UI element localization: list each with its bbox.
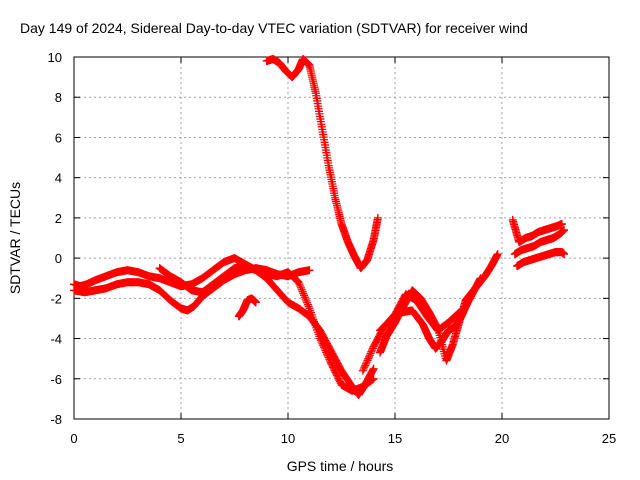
series-track-a <box>70 254 378 395</box>
data-point <box>363 356 372 365</box>
data-point <box>299 289 308 298</box>
x-tick-label: 0 <box>70 431 77 446</box>
data-point <box>296 283 305 292</box>
plot-frame <box>73 56 610 420</box>
data-point <box>367 347 376 356</box>
data-point <box>301 295 310 304</box>
y-tick-label: 2 <box>55 211 62 226</box>
series-track-h <box>376 250 502 365</box>
data-point <box>368 346 377 355</box>
series-track-d <box>262 55 382 273</box>
data-point <box>251 298 260 307</box>
chart-title: Day 149 of 2024, Sidereal Day-to-day VTE… <box>20 20 528 36</box>
y-tick-labels: -8 -6 -4 -2 0 2 4 6 8 10 <box>48 50 62 427</box>
data-points <box>70 55 569 399</box>
data-point <box>303 300 312 309</box>
data-point <box>359 365 368 374</box>
data-point <box>300 293 309 302</box>
y-tick-label: 0 <box>55 251 62 266</box>
data-point <box>557 219 566 228</box>
data-point <box>365 352 374 361</box>
y-tick-label: -8 <box>50 412 62 427</box>
data-point <box>364 354 373 363</box>
x-tick-label: 20 <box>495 431 509 446</box>
data-point <box>361 359 370 368</box>
x-tick-label: 5 <box>177 431 184 446</box>
data-point <box>296 281 305 290</box>
x-tick-label: 10 <box>281 431 295 446</box>
ticks <box>73 56 610 420</box>
series-track-k <box>512 248 569 271</box>
x-tick-label: 25 <box>602 431 616 446</box>
x-axis-label: GPS time / hours <box>287 458 394 474</box>
y-tick-label: -4 <box>50 332 62 347</box>
data-point <box>366 349 375 358</box>
y-tick-label: 8 <box>55 90 62 105</box>
x-tick-label: 15 <box>388 431 402 446</box>
y-tick-label: -6 <box>50 372 62 387</box>
series-track-c <box>155 262 378 399</box>
data-point <box>300 291 309 300</box>
y-axis-label: SDTVAR / TECUs <box>7 182 23 294</box>
data-point <box>297 285 306 294</box>
data-point <box>362 358 371 367</box>
data-point <box>369 364 378 373</box>
y-tick-label: 6 <box>55 130 62 145</box>
y-tick-label: -2 <box>50 291 62 306</box>
data-point <box>560 225 569 234</box>
data-point <box>302 296 311 305</box>
data-point <box>295 280 304 289</box>
data-point <box>304 302 313 311</box>
data-point <box>365 351 374 360</box>
data-point <box>298 287 307 296</box>
data-point <box>373 213 382 222</box>
x-tick-labels: 0 5 10 15 20 25 <box>70 431 616 446</box>
series-track-j <box>510 225 569 259</box>
data-point <box>360 363 369 372</box>
data-point <box>303 298 312 307</box>
grid <box>74 57 609 419</box>
data-point <box>361 361 370 370</box>
data-point <box>560 250 569 259</box>
series-track-i <box>508 215 566 247</box>
y-tick-label: 10 <box>48 50 62 65</box>
data-point <box>493 250 502 259</box>
data-point <box>294 278 303 287</box>
data-point <box>305 266 314 275</box>
data-point <box>358 366 367 375</box>
series-track-e <box>234 294 260 321</box>
y-tick-label: 4 <box>55 171 62 186</box>
